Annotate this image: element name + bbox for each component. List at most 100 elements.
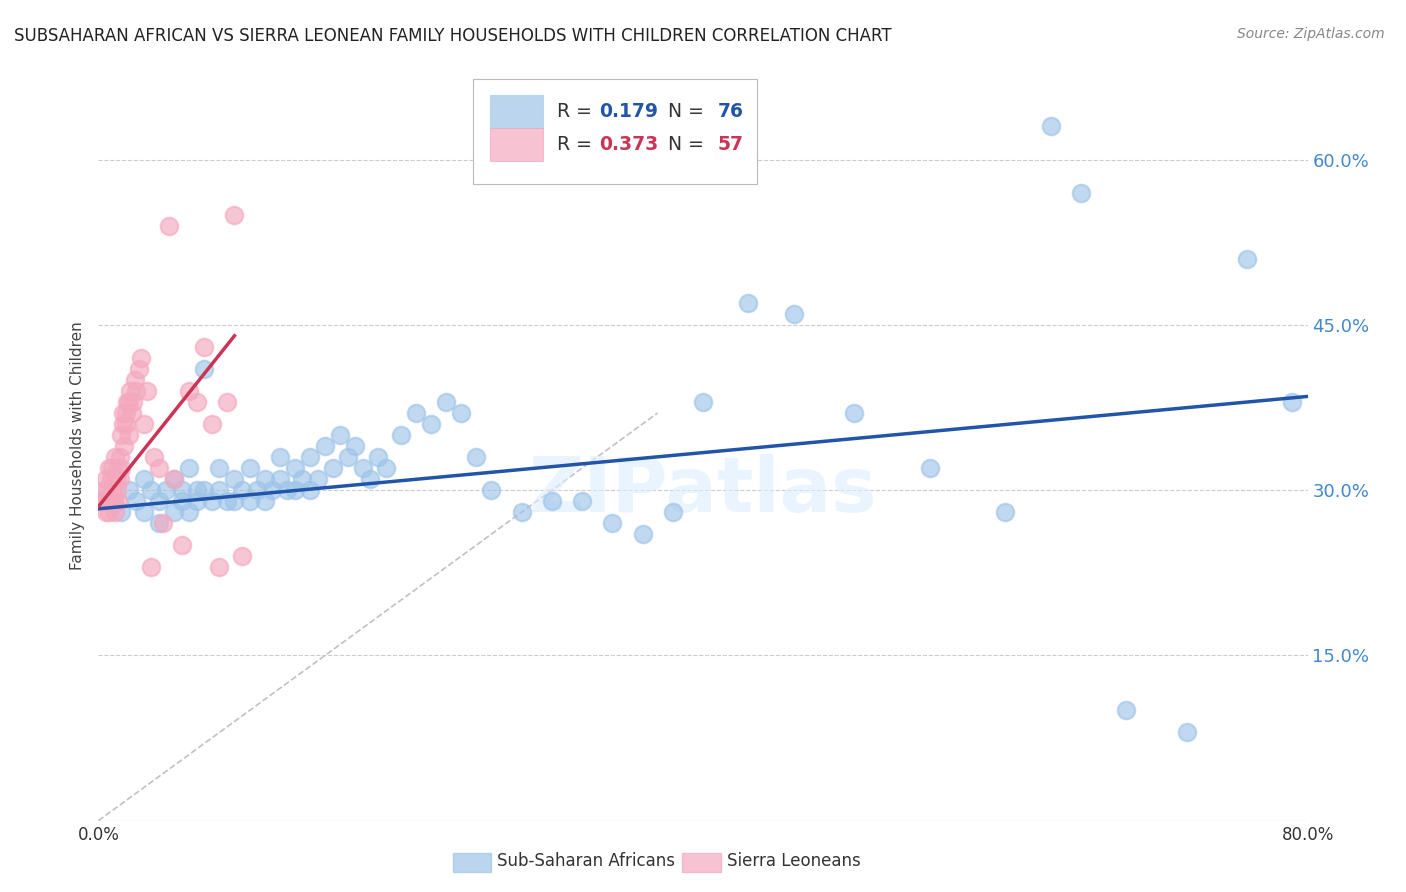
Point — [336, 450, 359, 464]
Point — [132, 417, 155, 431]
Point — [135, 384, 157, 398]
FancyBboxPatch shape — [474, 78, 758, 184]
Point — [186, 395, 208, 409]
Point — [420, 417, 443, 431]
Point — [246, 483, 269, 497]
Point — [103, 494, 125, 508]
Y-axis label: Family Households with Children: Family Households with Children — [69, 322, 84, 570]
Point — [193, 362, 215, 376]
Point — [994, 505, 1017, 519]
Point — [179, 505, 201, 519]
Point — [96, 483, 118, 497]
Point — [107, 494, 129, 508]
FancyBboxPatch shape — [491, 128, 543, 161]
Point — [105, 472, 128, 486]
Point — [844, 406, 866, 420]
Point — [141, 483, 163, 497]
Point — [1115, 703, 1137, 717]
Point — [170, 538, 193, 552]
FancyBboxPatch shape — [682, 853, 721, 872]
Point — [215, 395, 238, 409]
Point — [110, 505, 132, 519]
Text: 57: 57 — [717, 135, 744, 153]
Point — [571, 494, 593, 508]
Text: Source: ZipAtlas.com: Source: ZipAtlas.com — [1237, 27, 1385, 41]
Point — [132, 472, 155, 486]
Text: N =: N = — [655, 135, 710, 153]
Point — [405, 406, 427, 420]
Point — [1281, 395, 1303, 409]
Point — [96, 494, 118, 508]
Point — [344, 439, 367, 453]
Point — [201, 417, 224, 431]
Text: 0.373: 0.373 — [599, 135, 658, 153]
Point — [253, 494, 276, 508]
Point — [201, 494, 224, 508]
Point — [128, 362, 150, 376]
Point — [262, 483, 284, 497]
Point — [103, 494, 125, 508]
Point — [132, 505, 155, 519]
Point — [110, 428, 132, 442]
Point — [269, 450, 291, 464]
Point — [291, 472, 314, 486]
Point — [125, 494, 148, 508]
FancyBboxPatch shape — [453, 853, 492, 872]
Point — [163, 505, 186, 519]
Point — [111, 417, 134, 431]
Point — [322, 461, 344, 475]
Point — [465, 450, 488, 464]
Point — [103, 472, 125, 486]
Point — [179, 384, 201, 398]
FancyBboxPatch shape — [491, 95, 543, 128]
Point — [208, 560, 231, 574]
Point — [299, 450, 322, 464]
Point — [112, 439, 135, 453]
Point — [540, 494, 562, 508]
Text: 76: 76 — [717, 102, 744, 120]
Point — [93, 494, 115, 508]
Point — [352, 461, 374, 475]
Point — [114, 406, 136, 420]
Point — [148, 516, 170, 530]
Point — [918, 461, 941, 475]
Point — [450, 406, 472, 420]
Point — [94, 505, 117, 519]
Point — [129, 351, 152, 365]
Text: Sierra Leoneans: Sierra Leoneans — [727, 852, 860, 870]
Point — [105, 483, 128, 497]
Point — [104, 450, 127, 464]
Point — [163, 472, 186, 486]
Point — [98, 461, 121, 475]
Point — [284, 461, 307, 475]
Point — [208, 461, 231, 475]
Point — [276, 483, 298, 497]
Point — [253, 472, 276, 486]
Point — [121, 406, 143, 420]
Text: ZIPatlas: ZIPatlas — [529, 454, 877, 528]
Point — [215, 494, 238, 508]
Point — [148, 494, 170, 508]
Point — [231, 549, 253, 564]
Point — [1039, 120, 1062, 134]
Point — [152, 516, 174, 530]
Point — [239, 494, 262, 508]
Point — [143, 450, 166, 464]
Point — [224, 494, 246, 508]
Text: SUBSAHARAN AFRICAN VS SIERRA LEONEAN FAMILY HOUSEHOLDS WITH CHILDREN CORRELATION: SUBSAHARAN AFRICAN VS SIERRA LEONEAN FAM… — [14, 27, 891, 45]
Point — [94, 472, 117, 486]
Point — [118, 428, 141, 442]
Point — [148, 461, 170, 475]
Point — [122, 395, 145, 409]
Point — [510, 505, 533, 519]
Point — [110, 461, 132, 475]
Point — [307, 472, 329, 486]
Point — [118, 483, 141, 497]
Point — [193, 340, 215, 354]
Point — [434, 395, 457, 409]
Point — [692, 395, 714, 409]
Point — [186, 494, 208, 508]
Point — [299, 483, 322, 497]
Point — [155, 483, 177, 497]
Point — [661, 505, 683, 519]
